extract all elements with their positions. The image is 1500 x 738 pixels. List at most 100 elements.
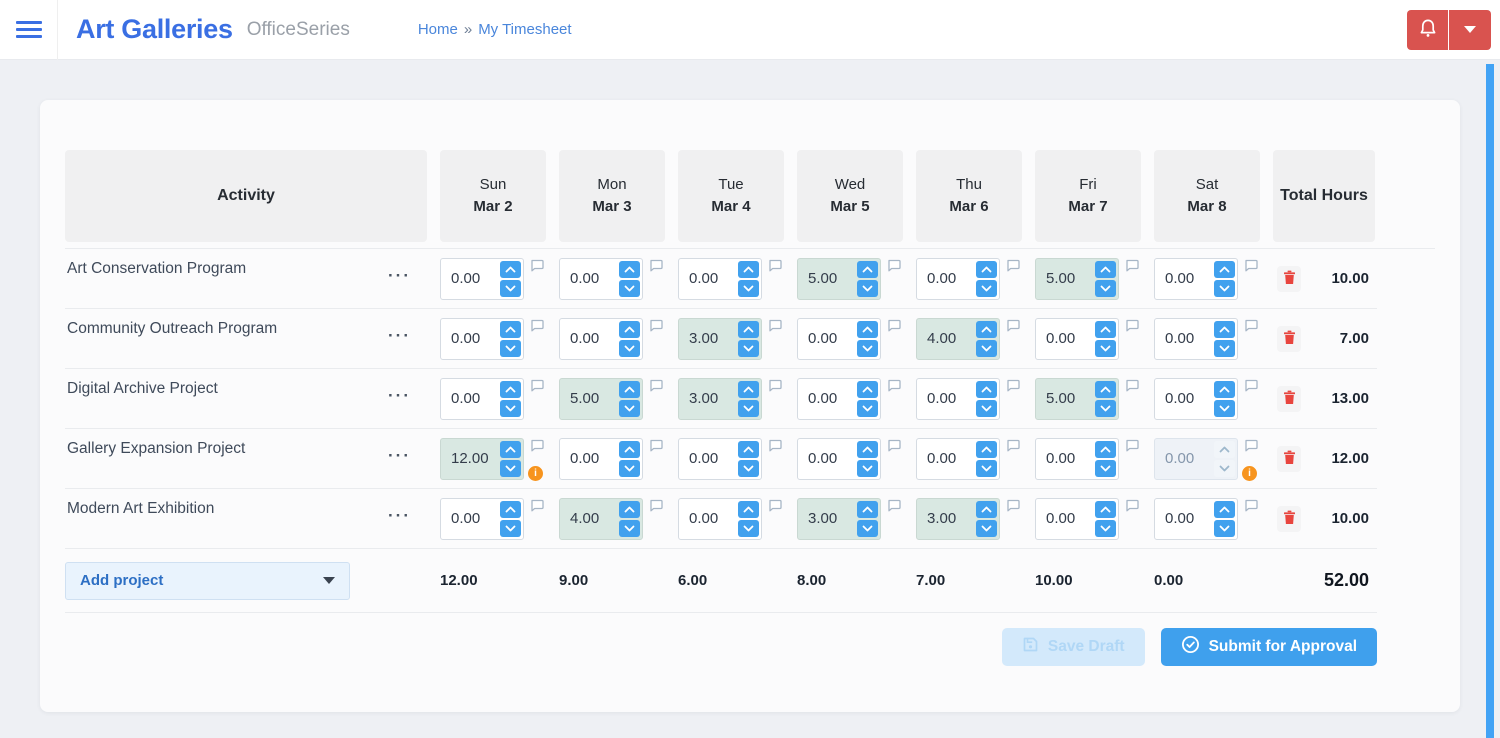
menu-icon[interactable] <box>0 0 58 60</box>
comment-icon[interactable] <box>1004 259 1022 272</box>
hours-input[interactable]: 0.00 <box>559 437 643 480</box>
stepper-up-icon[interactable] <box>738 440 759 458</box>
stepper-up-icon[interactable] <box>500 320 521 338</box>
hours-input[interactable]: 0.00 <box>559 257 643 300</box>
comment-icon[interactable] <box>885 319 903 332</box>
stepper-up-icon[interactable] <box>1214 500 1235 518</box>
stepper-up-icon[interactable] <box>619 320 640 338</box>
hours-input[interactable]: 4.00 <box>916 317 1000 360</box>
stepper-up-icon[interactable] <box>1095 320 1116 338</box>
comment-icon[interactable] <box>528 319 546 332</box>
hours-input[interactable]: 0.00 <box>1035 437 1119 480</box>
stepper-down-icon[interactable] <box>1214 279 1235 297</box>
breadcrumb-home-link[interactable]: Home <box>417 21 458 38</box>
stepper-down-icon[interactable] <box>738 519 759 537</box>
hours-input[interactable]: 0.00 <box>440 257 524 300</box>
stepper-down-icon[interactable] <box>976 279 997 297</box>
stepper-down-icon[interactable] <box>1095 399 1116 417</box>
hours-input[interactable]: 0.00 <box>440 317 524 360</box>
hours-input[interactable]: 5.00 <box>1035 257 1119 300</box>
stepper-up-icon[interactable] <box>976 500 997 518</box>
row-options-icon[interactable]: ··· <box>386 383 413 408</box>
submit-for-approval-button[interactable]: Submit for Approval <box>1160 628 1377 666</box>
comment-icon[interactable] <box>1004 319 1022 332</box>
comment-icon[interactable] <box>885 379 903 392</box>
comment-icon[interactable] <box>1242 319 1260 332</box>
hours-input[interactable]: 0.00 <box>916 377 1000 420</box>
stepper-down-icon[interactable] <box>1095 519 1116 537</box>
stepper-up-icon[interactable] <box>619 440 640 458</box>
comment-icon[interactable] <box>1242 379 1260 392</box>
stepper-down-icon[interactable] <box>619 519 640 537</box>
comment-icon[interactable] <box>1123 379 1141 392</box>
delete-row-button[interactable] <box>1277 445 1301 472</box>
comment-icon[interactable] <box>528 259 546 272</box>
hours-input[interactable]: 0.00 <box>1154 317 1238 360</box>
comment-icon[interactable] <box>528 499 546 512</box>
comment-icon[interactable] <box>1123 259 1141 272</box>
stepper-up-icon[interactable] <box>1095 380 1116 398</box>
stepper-up-icon[interactable] <box>738 320 759 338</box>
stepper-down-icon[interactable] <box>1214 399 1235 417</box>
stepper-up-icon[interactable] <box>857 440 878 458</box>
comment-icon[interactable] <box>528 379 546 392</box>
comment-icon[interactable] <box>766 439 784 452</box>
hours-input[interactable]: 0.00 <box>797 317 881 360</box>
notifications-button[interactable] <box>1407 9 1449 50</box>
comment-icon[interactable] <box>885 439 903 452</box>
stepper-down-icon[interactable] <box>976 399 997 417</box>
hours-input[interactable]: 5.00 <box>797 257 881 300</box>
stepper-down-icon[interactable] <box>738 339 759 357</box>
stepper-up-icon[interactable] <box>1214 440 1235 458</box>
hours-input[interactable]: 0.00 <box>678 437 762 480</box>
comment-icon[interactable] <box>1123 499 1141 512</box>
delete-row-button[interactable] <box>1277 385 1301 412</box>
hours-input[interactable]: 5.00 <box>559 377 643 420</box>
hours-input[interactable]: 3.00 <box>678 317 762 360</box>
stepper-up-icon[interactable] <box>976 440 997 458</box>
hours-input[interactable]: 4.00 <box>559 497 643 540</box>
hours-input[interactable]: 3.00 <box>797 497 881 540</box>
stepper-up-icon[interactable] <box>738 380 759 398</box>
stepper-down-icon[interactable] <box>619 459 640 477</box>
stepper-down-icon[interactable] <box>976 519 997 537</box>
hours-input[interactable]: 0.00 <box>1154 437 1238 480</box>
stepper-down-icon[interactable] <box>976 339 997 357</box>
stepper-down-icon[interactable] <box>738 459 759 477</box>
comment-icon[interactable] <box>766 499 784 512</box>
stepper-down-icon[interactable] <box>1095 339 1116 357</box>
stepper-down-icon[interactable] <box>738 399 759 417</box>
comment-icon[interactable] <box>1242 439 1260 452</box>
stepper-up-icon[interactable] <box>1214 320 1235 338</box>
stepper-down-icon[interactable] <box>500 459 521 477</box>
hours-input[interactable]: 5.00 <box>1035 377 1119 420</box>
comment-icon[interactable] <box>647 439 665 452</box>
stepper-up-icon[interactable] <box>857 260 878 278</box>
stepper-down-icon[interactable] <box>619 279 640 297</box>
hours-input[interactable]: 12.00 <box>440 437 524 480</box>
stepper-down-icon[interactable] <box>500 519 521 537</box>
comment-icon[interactable] <box>766 379 784 392</box>
hours-input[interactable]: 0.00 <box>559 317 643 360</box>
save-draft-button[interactable]: Save Draft <box>1001 628 1145 666</box>
stepper-down-icon[interactable] <box>619 399 640 417</box>
stepper-up-icon[interactable] <box>1095 260 1116 278</box>
row-options-icon[interactable]: ··· <box>386 443 413 468</box>
comment-icon[interactable] <box>1123 439 1141 452</box>
hours-input[interactable]: 0.00 <box>1154 257 1238 300</box>
stepper-down-icon[interactable] <box>857 459 878 477</box>
comment-icon[interactable] <box>647 319 665 332</box>
comment-icon[interactable] <box>1242 499 1260 512</box>
user-menu-button[interactable] <box>1449 9 1491 50</box>
stepper-up-icon[interactable] <box>500 380 521 398</box>
comment-icon[interactable] <box>885 499 903 512</box>
stepper-up-icon[interactable] <box>976 260 997 278</box>
stepper-down-icon[interactable] <box>1095 279 1116 297</box>
stepper-down-icon[interactable] <box>738 279 759 297</box>
stepper-down-icon[interactable] <box>857 399 878 417</box>
stepper-up-icon[interactable] <box>500 260 521 278</box>
stepper-up-icon[interactable] <box>976 380 997 398</box>
stepper-up-icon[interactable] <box>619 500 640 518</box>
hours-input[interactable]: 0.00 <box>797 437 881 480</box>
stepper-up-icon[interactable] <box>857 500 878 518</box>
